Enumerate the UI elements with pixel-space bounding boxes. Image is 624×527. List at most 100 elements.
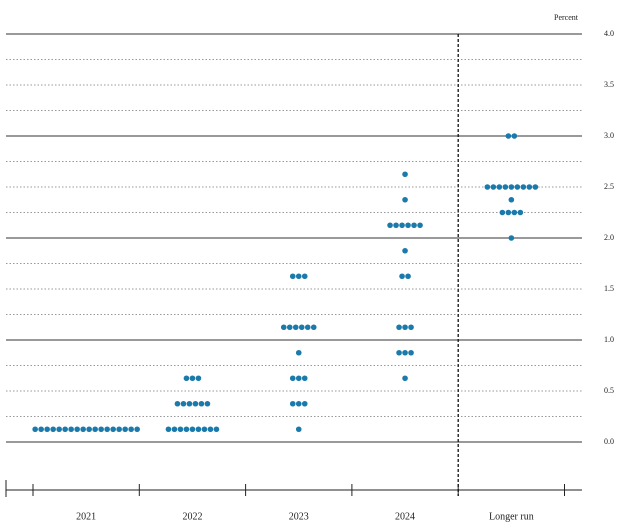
dot [38, 426, 44, 432]
dot [205, 401, 211, 407]
dot-row [402, 197, 408, 203]
dot [172, 426, 178, 432]
dot [104, 426, 110, 432]
dot [287, 324, 293, 330]
dot [503, 184, 509, 190]
dot-row [396, 350, 414, 356]
dot [402, 324, 408, 330]
dot [408, 324, 414, 330]
y-tick-label: 2.5 [604, 182, 614, 191]
dot [512, 210, 518, 216]
dot [193, 401, 199, 407]
dot [393, 222, 399, 228]
dot [122, 426, 128, 432]
dot-row [32, 426, 140, 432]
dot [175, 401, 181, 407]
dot [527, 184, 533, 190]
dot [509, 197, 515, 203]
dot [296, 401, 302, 407]
dot [387, 222, 393, 228]
dot [402, 375, 408, 381]
dot [305, 324, 311, 330]
dot [500, 210, 506, 216]
dot [86, 426, 92, 432]
dot [296, 426, 302, 432]
dot-row [509, 197, 515, 203]
y-axis-label: Percent [554, 13, 579, 22]
dot [293, 324, 299, 330]
dot [32, 426, 38, 432]
dot [411, 222, 417, 228]
y-tick-label: 4.0 [604, 29, 614, 38]
dot [518, 210, 524, 216]
x-tick-label: 2022 [182, 511, 202, 522]
dot-row [387, 222, 423, 228]
dot-row [402, 248, 408, 254]
dot [296, 350, 302, 356]
dot [128, 426, 134, 432]
dot [497, 184, 503, 190]
dot-row [166, 426, 220, 432]
dot-row [296, 426, 302, 432]
y-tick-label: 1.0 [604, 335, 614, 344]
dot [181, 401, 187, 407]
dot [402, 248, 408, 254]
dot [116, 426, 122, 432]
dot [184, 426, 190, 432]
dot [533, 184, 539, 190]
dot [299, 324, 305, 330]
dot [302, 401, 308, 407]
dot [402, 197, 408, 203]
dot-row [296, 350, 302, 356]
dot-row [290, 273, 308, 279]
dot [68, 426, 74, 432]
dot [134, 426, 140, 432]
dot-row [396, 324, 414, 330]
dot-row [402, 171, 408, 177]
y-tick-label: 0.0 [604, 437, 614, 446]
dot [178, 426, 184, 432]
dot-row [281, 324, 317, 330]
dot [311, 324, 317, 330]
dot [491, 184, 497, 190]
dot [208, 426, 214, 432]
dot [166, 426, 172, 432]
dot [512, 133, 518, 139]
dot [302, 273, 308, 279]
dot [202, 426, 208, 432]
dot-row [509, 235, 515, 241]
dot [396, 350, 402, 356]
dot [485, 184, 491, 190]
dot [98, 426, 104, 432]
dot [506, 133, 512, 139]
dot [399, 273, 405, 279]
dot [184, 375, 190, 381]
dot [44, 426, 50, 432]
dot [290, 273, 296, 279]
dot [509, 235, 515, 241]
dot [408, 350, 414, 356]
dot [396, 324, 402, 330]
dot [515, 184, 521, 190]
dot [509, 184, 515, 190]
dot [74, 426, 80, 432]
dot [296, 375, 302, 381]
dot [199, 401, 205, 407]
dot [196, 426, 202, 432]
dot [50, 426, 56, 432]
dot [62, 426, 68, 432]
y-tick-label: 2.0 [604, 233, 614, 242]
dot-row [290, 375, 308, 381]
dot [405, 273, 411, 279]
dot [290, 375, 296, 381]
dot-row [485, 184, 539, 190]
dot [190, 375, 196, 381]
y-tick-label: 0.5 [604, 386, 614, 395]
dot [190, 426, 196, 432]
dot [110, 426, 116, 432]
dot-row [175, 401, 211, 407]
dot [187, 401, 193, 407]
dot-row [184, 375, 202, 381]
dot [281, 324, 287, 330]
